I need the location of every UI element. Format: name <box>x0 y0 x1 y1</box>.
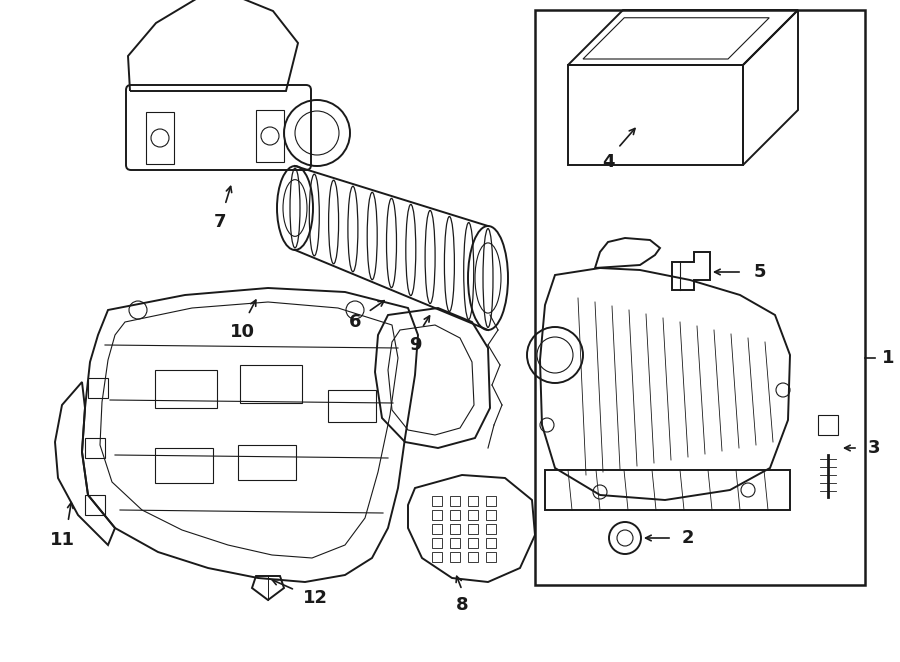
Bar <box>85 438 105 458</box>
Bar <box>468 524 478 534</box>
Bar <box>468 510 478 520</box>
Text: 1: 1 <box>882 349 895 367</box>
Text: 12: 12 <box>302 589 328 607</box>
Text: 3: 3 <box>868 439 880 457</box>
Bar <box>238 445 296 480</box>
Text: 10: 10 <box>230 323 255 341</box>
Bar <box>88 378 108 398</box>
Bar <box>328 390 376 422</box>
Bar <box>256 110 284 162</box>
Bar <box>155 448 213 483</box>
Bar <box>155 370 217 408</box>
Bar <box>535 10 865 585</box>
Text: 7: 7 <box>214 213 226 231</box>
Text: 2: 2 <box>682 529 694 547</box>
Bar <box>432 510 442 520</box>
Text: 8: 8 <box>455 596 468 614</box>
Text: 9: 9 <box>409 336 421 354</box>
Bar <box>486 524 496 534</box>
Bar <box>85 495 105 515</box>
Bar <box>486 510 496 520</box>
Bar <box>450 552 460 562</box>
Bar <box>486 496 496 506</box>
Bar <box>450 496 460 506</box>
Text: 5: 5 <box>754 263 766 281</box>
Bar <box>450 524 460 534</box>
Text: 4: 4 <box>602 153 614 171</box>
Bar <box>432 552 442 562</box>
Text: 11: 11 <box>50 531 75 549</box>
Bar <box>240 365 302 403</box>
Bar <box>450 538 460 548</box>
Bar <box>432 538 442 548</box>
Bar <box>468 496 478 506</box>
Bar <box>432 524 442 534</box>
Bar <box>486 552 496 562</box>
Bar <box>450 510 460 520</box>
Bar <box>468 538 478 548</box>
Text: 6: 6 <box>349 313 361 331</box>
Bar <box>486 538 496 548</box>
Bar <box>432 496 442 506</box>
Bar <box>146 112 174 164</box>
Bar <box>818 415 838 435</box>
Bar <box>468 552 478 562</box>
